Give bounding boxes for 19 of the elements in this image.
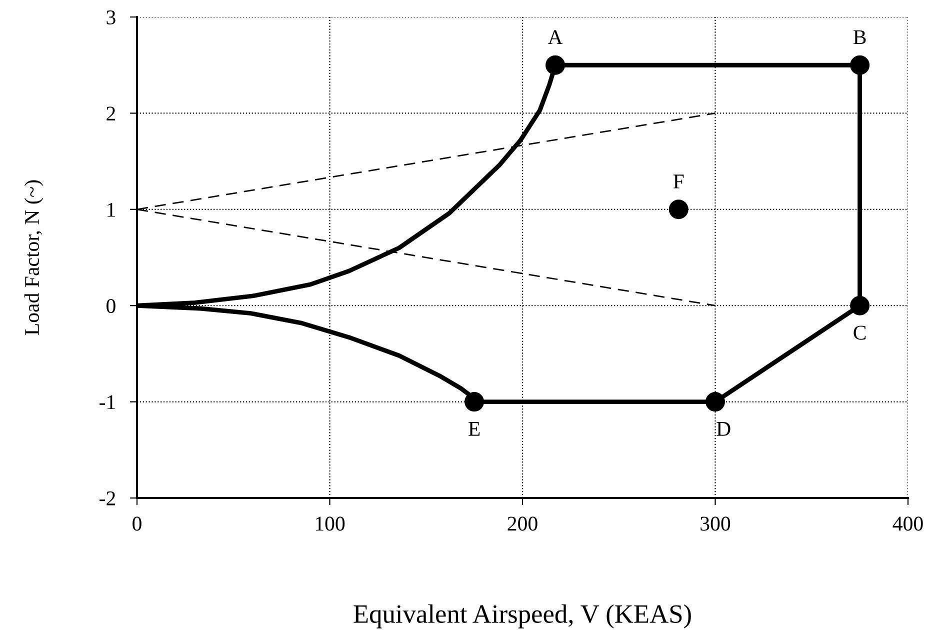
x-tick-label: 0 — [132, 516, 142, 531]
y-tick-label: 2 — [106, 106, 116, 120]
annotation: E — [468, 422, 480, 436]
annotation: F — [673, 174, 684, 188]
y-tick-label: 1 — [108, 202, 115, 217]
annotation: C — [854, 326, 866, 340]
annotation: B — [853, 30, 866, 44]
y-tick-label: 0 — [106, 298, 116, 314]
annotation: D — [716, 422, 730, 436]
x-tick-label: 400 — [892, 516, 923, 531]
x-axis-title: Equivalent Airspeed, V (KEAS) — [354, 604, 691, 628]
x-tick-label: 100 — [316, 516, 345, 531]
y-tick-label: -1 — [100, 395, 115, 410]
y-tick-label: -2 — [100, 491, 116, 506]
y-axis-title: Load Factor, N (~) — [24, 180, 44, 336]
x-tick-label: 300 — [700, 516, 730, 531]
annotation: A — [548, 30, 563, 44]
x-tick-label: 200 — [508, 516, 538, 531]
y-tick-label: 3 — [106, 10, 116, 24]
